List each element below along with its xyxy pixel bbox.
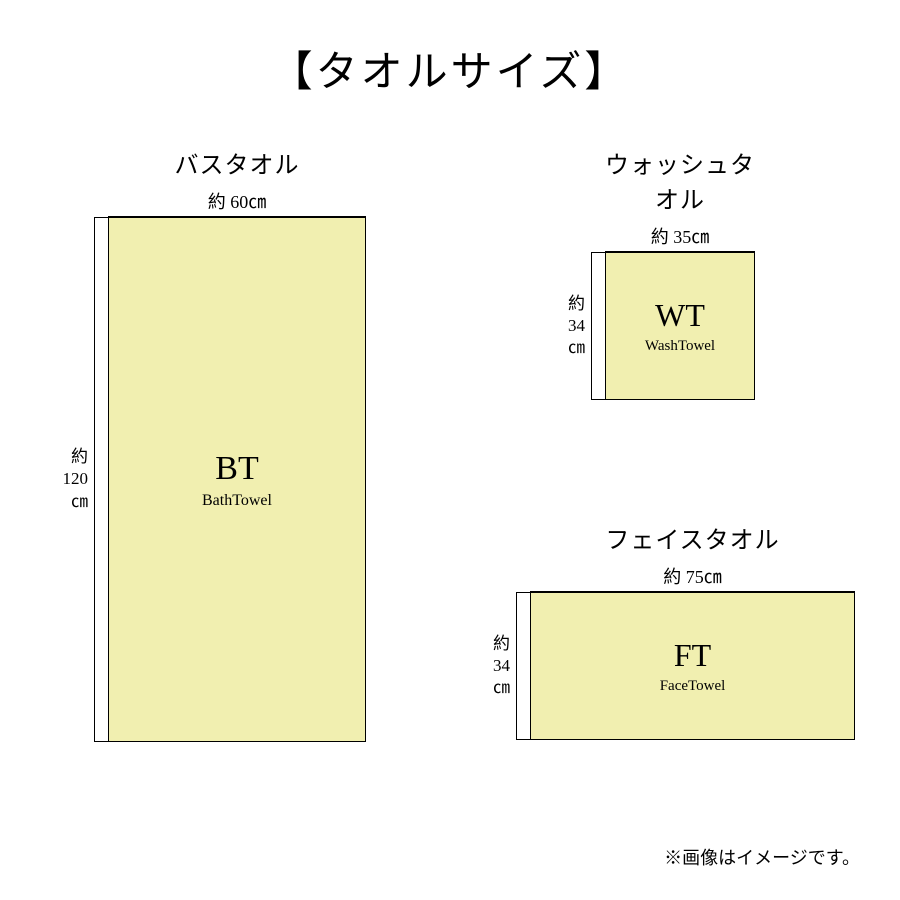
wash-towel-code: WT: [655, 297, 705, 334]
face-towel-width-bracket: 約 75㎝: [530, 563, 855, 592]
panel-face-towel: フェイスタオル 約 75㎝ 約 34 ㎝ FT FaceTowel: [480, 520, 855, 740]
bath-towel-height-label: 約 120 ㎝: [58, 446, 88, 512]
bath-towel-code: BT: [215, 450, 258, 488]
face-towel-heading: フェイスタオル: [530, 520, 855, 555]
wash-towel-height-bracket: 約 34 ㎝: [555, 252, 605, 400]
face-towel-code: FT: [674, 637, 711, 674]
face-towel-height-label: 約 34 ㎝: [480, 633, 510, 699]
panel-bath-towel: バスタオル 約 60㎝ 約 120 ㎝ BT BathTowel: [58, 145, 366, 742]
face-towel-height-bracket: 約 34 ㎝: [480, 592, 530, 740]
wash-towel-width-label: 約 35㎝: [605, 223, 755, 249]
bath-towel-heading: バスタオル: [108, 145, 366, 180]
height-bracket-line: [94, 217, 95, 742]
wash-towel-shape: WT WashTowel: [605, 252, 755, 400]
footnote: ※画像はイメージです。: [664, 844, 860, 870]
bath-towel-shape: BT BathTowel: [108, 217, 366, 742]
page-title: 【タオルサイズ】: [0, 0, 900, 99]
face-towel-sub: FaceTowel: [660, 678, 726, 695]
height-bracket-line: [591, 252, 592, 400]
wash-towel-height-label: 約 34 ㎝: [555, 293, 585, 359]
face-towel-width-label: 約 75㎝: [530, 563, 855, 589]
bath-towel-height-bracket: 約 120 ㎝: [58, 217, 108, 742]
wash-towel-width-bracket: 約 35㎝: [605, 223, 755, 252]
face-towel-shape: FT FaceTowel: [530, 592, 855, 740]
bath-towel-width-bracket: 約 60㎝: [108, 188, 366, 217]
bath-towel-width-label: 約 60㎝: [108, 188, 366, 214]
height-bracket-line: [516, 592, 517, 740]
wash-towel-heading: ウォッシュタオル: [605, 145, 755, 215]
panel-wash-towel: ウォッシュタオル 約 35㎝ 約 34 ㎝ WT WashTowel: [555, 145, 755, 400]
wash-towel-sub: WashTowel: [645, 338, 715, 355]
bath-towel-sub: BathTowel: [202, 492, 272, 510]
